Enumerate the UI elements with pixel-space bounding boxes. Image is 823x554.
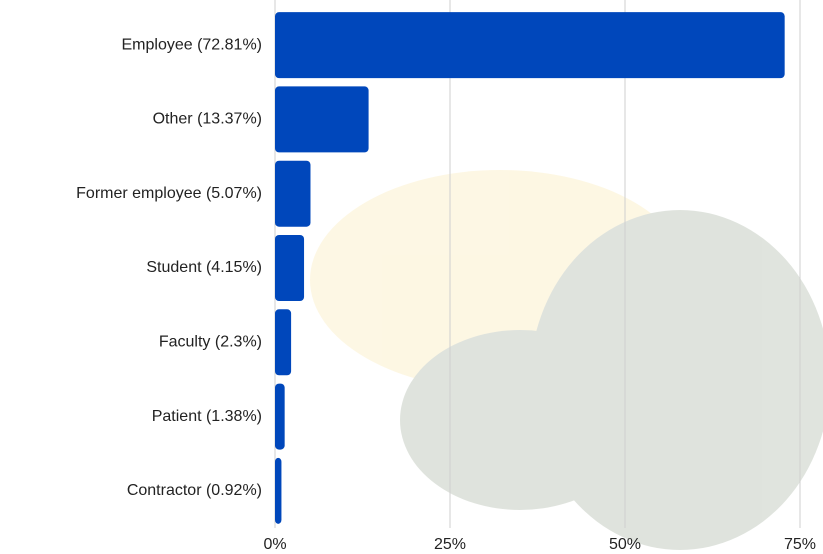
y-tick-label: Former employee (5.07%) [76, 185, 262, 202]
y-tick-label: Patient (1.38%) [152, 408, 262, 425]
bar [275, 458, 281, 524]
background-watermark [310, 170, 823, 550]
y-tick-label: Student (4.15%) [146, 259, 262, 276]
bar [275, 161, 310, 227]
bar [275, 384, 285, 450]
chart: 0% 25% 50% 75% Employee (72.81%) Other (13.37… [0, 0, 823, 554]
y-tick-label: Contractor (0.92%) [127, 482, 262, 499]
bar [275, 12, 785, 78]
bar [275, 235, 304, 301]
y-tick-label: Other (13.37%) [153, 111, 262, 128]
x-tick-label: 75% [784, 536, 816, 553]
bar [275, 86, 369, 152]
bar [275, 309, 291, 375]
x-tick-label: 50% [609, 536, 641, 553]
x-tick-label: 0% [263, 536, 286, 553]
y-tick-label: Employee (72.81%) [121, 36, 262, 53]
y-tick-label: Faculty (2.3%) [159, 334, 262, 351]
x-tick-label: 25% [434, 536, 466, 553]
